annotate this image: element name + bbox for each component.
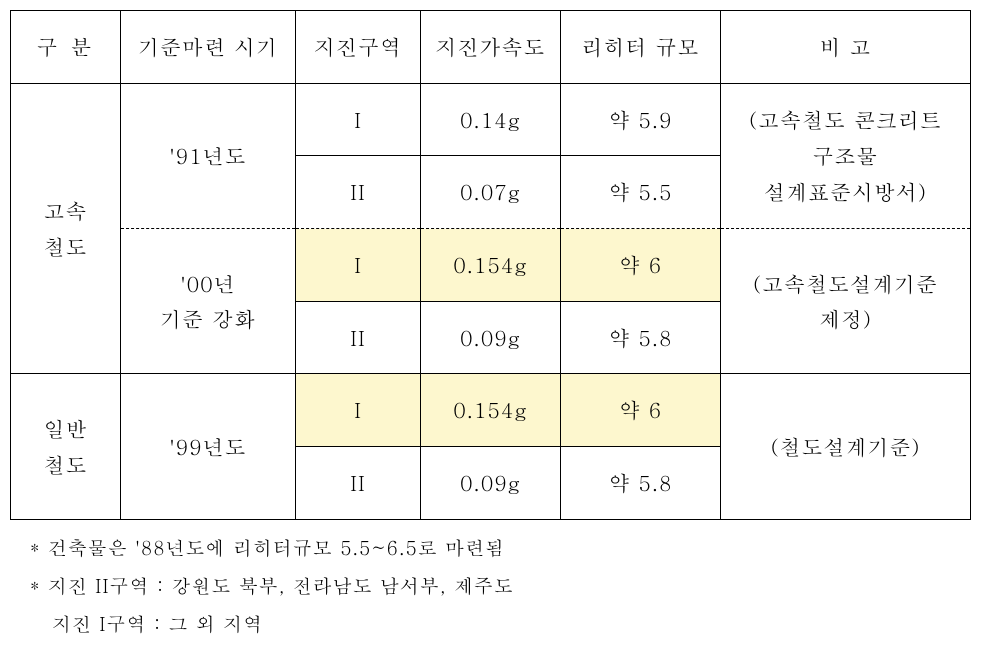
header-zone: 지진구역 [296, 11, 421, 84]
cell-note-1: (고속철도 콘크리트 구조물 설계표준시방서) [721, 83, 971, 228]
cell-note-3: (철도설계기준) [721, 374, 971, 519]
cell-category-general: 일반 철도 [11, 374, 121, 519]
cell-accel: 0.14g [421, 83, 561, 156]
cell-mag: 약 5.8 [561, 447, 721, 520]
table-row: 고속 철도 '91년도 I 0.14g 약 5.9 (고속철도 콘크리트 구조물… [11, 83, 971, 156]
table-row: '00년 기준 강화 I 0.154g 약 6 (고속철도설계기준 제정) [11, 229, 971, 302]
cell-zone: II [296, 447, 421, 520]
cell-accel: 0.09g [421, 447, 561, 520]
header-category: 구 분 [11, 11, 121, 84]
cell-mag: 약 5.8 [561, 301, 721, 374]
cell-zone: II [296, 301, 421, 374]
seismic-standards-table: 구 분 기준마련 시기 지진구역 지진가속도 리히터 규모 비 고 고속 철도 … [10, 10, 971, 520]
cell-note-2: (고속철도설계기준 제정) [721, 229, 971, 374]
cell-mag: 약 5.5 [561, 156, 721, 229]
cell-period-99: '99년도 [121, 374, 296, 519]
cell-accel: 0.09g [421, 301, 561, 374]
footnote-2: * 지진 II구역 : 강원도 북부, 전라남도 남서부, 제주도 [30, 568, 971, 604]
cell-accel: 0.154g [421, 229, 561, 302]
cell-mag: 약 6 [561, 374, 721, 447]
cell-zone: I [296, 83, 421, 156]
header-magnitude: 리히터 규모 [561, 11, 721, 84]
table-row: 일반 철도 '99년도 I 0.154g 약 6 (철도설계기준) [11, 374, 971, 447]
cell-category-highspeed: 고속 철도 [11, 83, 121, 374]
cell-mag: 약 6 [561, 229, 721, 302]
cell-period-91: '91년도 [121, 83, 296, 228]
header-remarks: 비 고 [721, 11, 971, 84]
cell-zone: I [296, 374, 421, 447]
cell-mag: 약 5.9 [561, 83, 721, 156]
header-acceleration: 지진가속도 [421, 11, 561, 84]
footnote-1: * 건축물은 '88년도에 리히터규모 5.5~6.5로 마련됨 [30, 530, 971, 566]
cell-zone: II [296, 156, 421, 229]
footnotes: * 건축물은 '88년도에 리히터규모 5.5~6.5로 마련됨 * 지진 II… [10, 530, 971, 642]
cell-zone: I [296, 229, 421, 302]
cell-period-00: '00년 기준 강화 [121, 229, 296, 374]
footnote-3: 지진 I구역 : 그 외 지역 [30, 606, 971, 642]
header-period: 기준마련 시기 [121, 11, 296, 84]
table-header-row: 구 분 기준마련 시기 지진구역 지진가속도 리히터 규모 비 고 [11, 11, 971, 84]
cell-accel: 0.154g [421, 374, 561, 447]
cell-accel: 0.07g [421, 156, 561, 229]
